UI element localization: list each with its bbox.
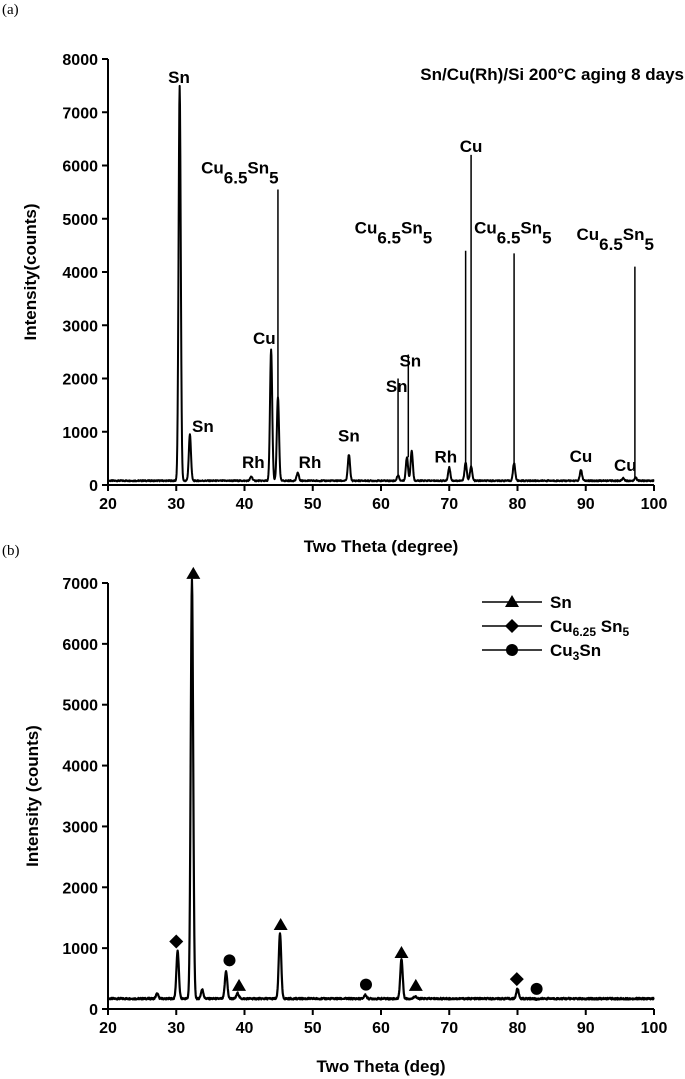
panel-a-y-tick-label: 6000 <box>62 159 98 176</box>
legend-entry-label: Cu3Sn <box>550 641 601 663</box>
panel-a-y-tick-label: 5000 <box>62 212 98 229</box>
legend-triangle-marker <box>505 595 519 607</box>
panel-b-y-tick-label: 0 <box>89 1002 98 1019</box>
panel-b-x-tick-label: 20 <box>99 1020 117 1037</box>
panel-b-x-tick-label: 80 <box>509 1020 527 1037</box>
panel-a-x-tick-label: 50 <box>304 496 322 513</box>
panel-a-y-tick-label: 7000 <box>62 105 98 122</box>
panel-b-triangle-marker <box>232 978 247 991</box>
panel-b-diamond-marker <box>509 972 524 987</box>
panel-a-x-tick-label: 60 <box>372 496 390 513</box>
panel-b-x-tick-label: 40 <box>236 1020 254 1037</box>
panel-b-circle-marker <box>359 978 372 991</box>
panel-a-peak-label: Cu <box>460 137 483 156</box>
panel-a-y-axis-title: Intensity(counts) <box>21 204 40 341</box>
panel-a-y-tick-label: 4000 <box>62 265 98 282</box>
panel-a: (a) Sn/Cu(Rh)/Si 200°C aging 8 days Sn Sn… <box>2 2 684 556</box>
legend-circle-marker <box>506 644 518 656</box>
panel-b-x-tick-label: 70 <box>440 1020 458 1037</box>
panel-a-y-tick-label: 8000 <box>62 52 98 69</box>
panel-b-triangle-marker <box>394 946 409 959</box>
panel-a-y-tick-label: 1000 <box>62 425 98 442</box>
panel-a-peak-label: Sn <box>192 417 214 436</box>
legend-entry-label: Sn <box>550 593 572 612</box>
legend-entry-label: Cu6.25 Sn5 <box>550 617 629 639</box>
panel-a-peak-label: Cu <box>614 456 637 475</box>
panel-b-x-axis-title: Two Theta (deg) <box>316 1057 445 1076</box>
panel-b-x-tick-label: 50 <box>304 1020 322 1037</box>
panel-a-peak-label: Rh <box>242 453 265 472</box>
panel-a-compound-label: Cu6.5Sn5 <box>355 219 433 248</box>
panel-a-label: (a) <box>2 2 19 18</box>
panel-b-diamond-marker <box>169 934 184 949</box>
panel-a-xrd-trace <box>107 84 655 483</box>
panel-b-xrd-trace <box>106 578 655 1001</box>
panel-a-x-tick-label: 20 <box>99 496 117 513</box>
panel-a-peak-label: Rh <box>299 453 322 472</box>
panel-b-y-tick-label: 5000 <box>62 698 98 715</box>
panel-b-triangle-marker <box>408 978 423 991</box>
panel-b-circle-marker <box>223 954 236 967</box>
panel-a-peak-label: Sn <box>386 377 408 396</box>
panel-a-x-tick-label: 70 <box>440 496 458 513</box>
panel-b-y-tick-label: 6000 <box>62 637 98 654</box>
panel-b-y-axis-title: Intensity (counts) <box>23 725 42 867</box>
panel-b-label: (b) <box>2 543 20 559</box>
panel-b-x-tick-label: 60 <box>372 1020 390 1037</box>
panel-b-triangle-marker <box>186 566 201 579</box>
panel-a-y-tick-label: 3000 <box>62 318 98 335</box>
panel-b-x-tick-label: 100 <box>641 1020 668 1037</box>
panel-a-y-tick-label: 2000 <box>62 372 98 389</box>
panel-a-compound-label: Cu6.5Sn5 <box>201 158 279 187</box>
panel-a-compound-label: Cu6.5Sn5 <box>474 219 552 248</box>
panel-a-x-tick-label: 90 <box>577 496 595 513</box>
panel-b-y-tick-label: 4000 <box>62 759 98 776</box>
panel-a-x-tick-label: 40 <box>236 496 254 513</box>
panel-a-peak-label: Cu <box>570 447 593 466</box>
panel-a-peak-label: Sn <box>399 351 421 370</box>
panel-a-peak-label: Sn <box>338 426 360 445</box>
panel-b-x-tick-label: 30 <box>167 1020 185 1037</box>
panel-b-y-tick-label: 1000 <box>62 941 98 958</box>
panel-a-y-tick-label: 0 <box>89 478 98 495</box>
panel-a-x-tick-label: 80 <box>509 496 527 513</box>
panel-b-x-tick-label: 90 <box>577 1020 595 1037</box>
panel-a-x-tick-label: 100 <box>641 496 668 513</box>
panel-b-y-tick-label: 3000 <box>62 819 98 836</box>
panel-b-triangle-marker <box>273 918 288 931</box>
panel-b-y-tick-label: 7000 <box>62 576 98 593</box>
legend-diamond-marker <box>505 619 519 633</box>
panel-a-peak-label: Sn <box>168 68 190 87</box>
panel-a-peak-label: Cu <box>253 329 276 348</box>
panel-b-circle-marker <box>530 982 543 995</box>
panel-a-peak-label: Rh <box>435 448 458 467</box>
panel-a-x-tick-label: 30 <box>167 496 185 513</box>
panel-a-compound-label: Cu6.5Sn5 <box>576 225 654 254</box>
panel-a-title: Sn/Cu(Rh)/Si 200°C aging 8 days <box>420 65 684 84</box>
panel-b-y-tick-label: 2000 <box>62 880 98 897</box>
panel-a-x-axis-title: Two Theta (degree) <box>304 537 459 556</box>
